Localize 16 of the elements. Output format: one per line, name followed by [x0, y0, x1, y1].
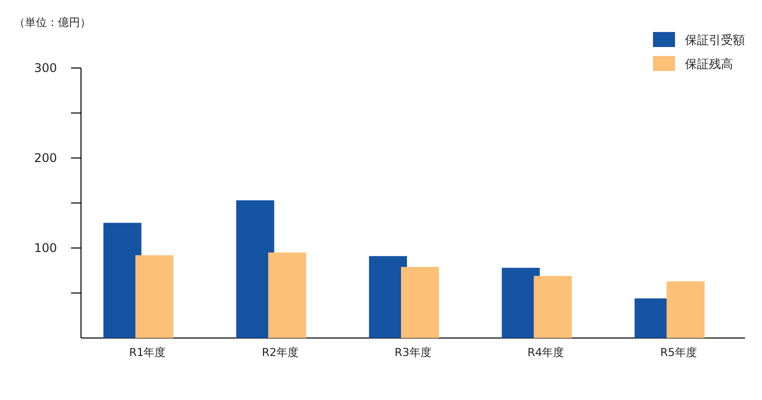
- y-tick-label: 300: [34, 61, 57, 75]
- bar: [135, 255, 174, 338]
- y-tick-label: 100: [34, 241, 57, 255]
- bar: [401, 266, 439, 338]
- bar: [534, 276, 572, 338]
- x-tick-label: R2年度: [262, 346, 299, 359]
- bar: [666, 281, 705, 338]
- y-tick-label: 200: [34, 151, 57, 165]
- legend-label: 保証残高: [685, 57, 733, 71]
- bar: [268, 252, 306, 338]
- x-tick-label: R1年度: [129, 346, 166, 359]
- y-axis-title: （単位：億円）: [14, 16, 91, 29]
- x-tick-label: R5年度: [660, 346, 697, 359]
- x-tick-label: R4年度: [527, 346, 564, 359]
- legend-label: 保証引受額: [685, 33, 745, 47]
- x-tick-label: R3年度: [394, 346, 432, 359]
